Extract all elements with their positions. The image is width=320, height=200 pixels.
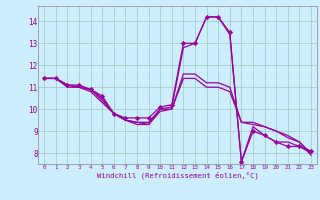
X-axis label: Windchill (Refroidissement éolien,°C): Windchill (Refroidissement éolien,°C)	[97, 171, 259, 179]
